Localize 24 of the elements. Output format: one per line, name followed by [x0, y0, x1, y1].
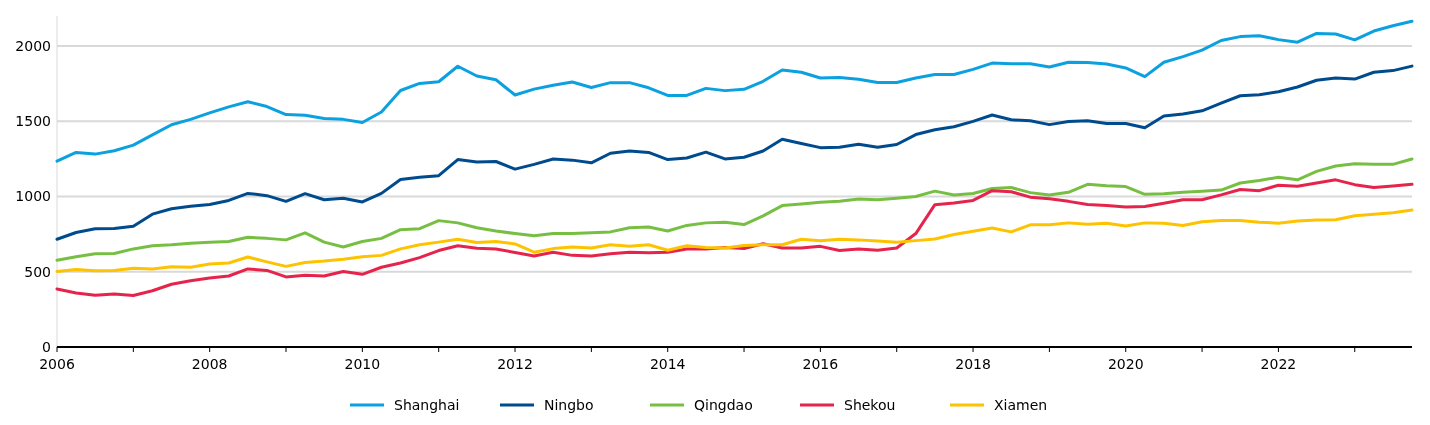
x-tick-label: 2006	[39, 356, 75, 372]
line-series	[55, 178, 1414, 298]
legend-label: Shanghai	[394, 396, 460, 413]
legend-label: Xiamen	[994, 396, 1048, 413]
legend-label: Shekou	[844, 396, 896, 413]
x-tick-label: 2008	[191, 356, 228, 372]
x-tick-label: 2022	[1260, 356, 1297, 372]
legend-label: Ningbo	[544, 396, 594, 413]
x-tick-label: 2016	[802, 356, 839, 372]
line-series	[55, 64, 1414, 241]
x-tick-label: 2020	[1107, 356, 1144, 372]
line-series	[55, 19, 1414, 163]
y-tick-label: 500	[24, 263, 51, 280]
y-tick-label: 1500	[15, 113, 51, 130]
y-tick-label: 0	[42, 338, 51, 355]
x-tick-label: 2018	[955, 356, 991, 372]
line-series	[55, 157, 1414, 262]
x-tick-label: 2010	[344, 356, 381, 372]
legend-label: Qingdao	[694, 396, 753, 413]
y-tick-label: 2000	[15, 37, 51, 54]
x-tick-label: 2014	[649, 356, 686, 372]
x-tick-label: 2012	[497, 356, 533, 372]
y-tick-label: 1000	[15, 188, 51, 205]
line-series	[55, 208, 1414, 273]
